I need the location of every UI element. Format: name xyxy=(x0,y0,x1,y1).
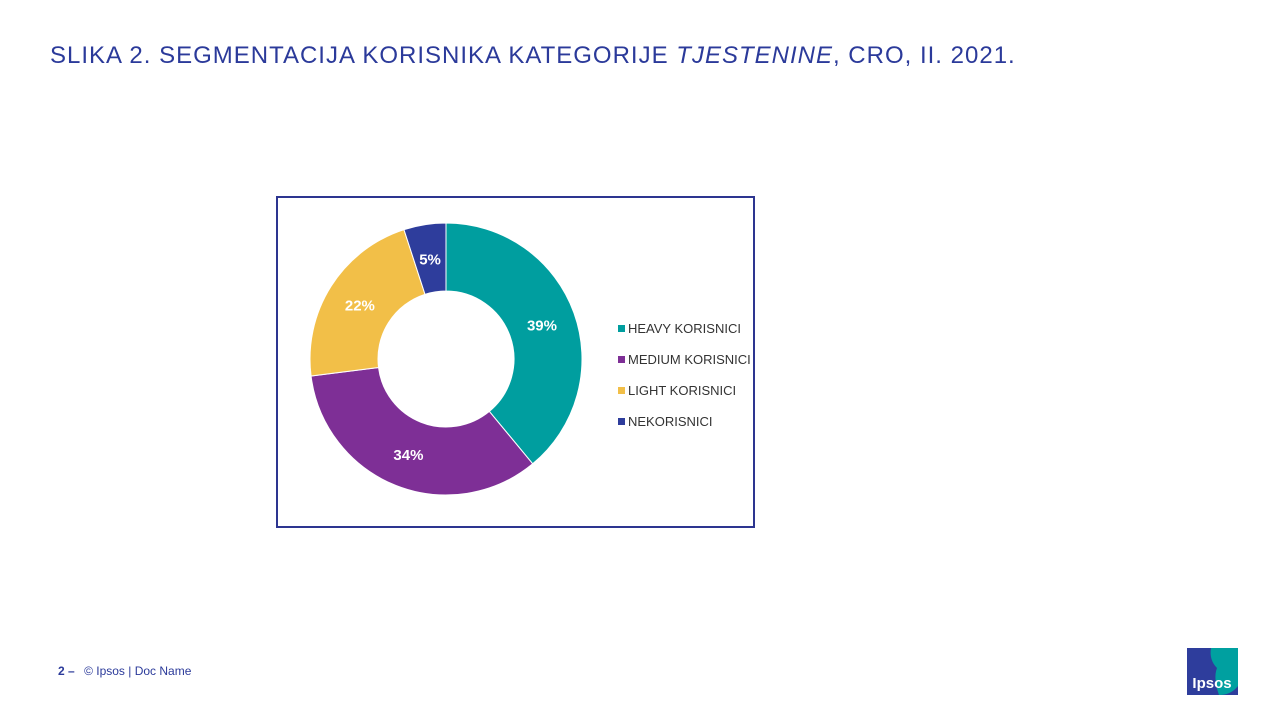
slice-label: 34% xyxy=(393,447,423,464)
legend-swatch xyxy=(618,418,625,425)
slice-label: 5% xyxy=(419,251,441,268)
donut-slice-heavy-korisnici xyxy=(445,222,583,465)
donut-slice-nekorisnici xyxy=(403,222,447,295)
footer: 2 – © Ipsos | Doc Name xyxy=(58,664,191,678)
legend-label: LIGHT KORISNICI xyxy=(628,383,737,398)
legend-swatch xyxy=(618,325,625,332)
legend-label: NEKORISNICI xyxy=(628,414,713,429)
donut-chart: 39% 34% 22% 5% xyxy=(309,222,583,496)
chart-legend: HEAVY KORISNICI MEDIUM KORISNICI LIGHT KOR… xyxy=(618,313,751,437)
chart-frame: 39% 34% 22% 5% HEAVY KORISNICI MEDIUM KORISN… xyxy=(276,196,755,528)
slice-label: 39% xyxy=(527,317,557,334)
legend-swatch xyxy=(618,387,625,394)
legend-item: NEKORISNICI xyxy=(618,406,751,437)
legend-label: MEDIUM KORISNICI xyxy=(628,352,751,367)
ipsos-logo: Ipsos xyxy=(1187,648,1238,695)
slice-label: 22% xyxy=(345,297,375,314)
footer-separator: – xyxy=(68,664,75,678)
legend-item: HEAVY KORISNICI xyxy=(618,313,751,344)
legend-label: HEAVY KORISNICI xyxy=(628,321,741,336)
title-suffix: , CRO, II. 2021. xyxy=(832,42,1016,69)
logo-accent-shape xyxy=(1210,648,1238,695)
donut-slices xyxy=(309,222,583,496)
title-italic: TJESTENINE xyxy=(676,42,833,69)
footer-copyright: © Ipsos | Doc Name xyxy=(84,664,192,678)
title-main: SLIKA 2. SEGMENTACIJA KORISNIKA KATEGORI… xyxy=(50,42,677,69)
legend-swatch xyxy=(618,356,625,363)
donut-slice-medium-korisnici xyxy=(310,366,534,496)
donut-slice-labels: 39% 34% 22% 5% xyxy=(345,251,557,464)
donut-slice-light-korisnici xyxy=(309,229,426,377)
logo-text: Ipsos xyxy=(1192,675,1231,692)
legend-item: LIGHT KORISNICI xyxy=(618,375,751,406)
page-number: 2 xyxy=(58,664,65,678)
page-title: SLIKA 2. SEGMENTACIJA KORISNIKA KATEGORI… xyxy=(50,42,1016,70)
legend-item: MEDIUM KORISNICI xyxy=(618,344,751,375)
